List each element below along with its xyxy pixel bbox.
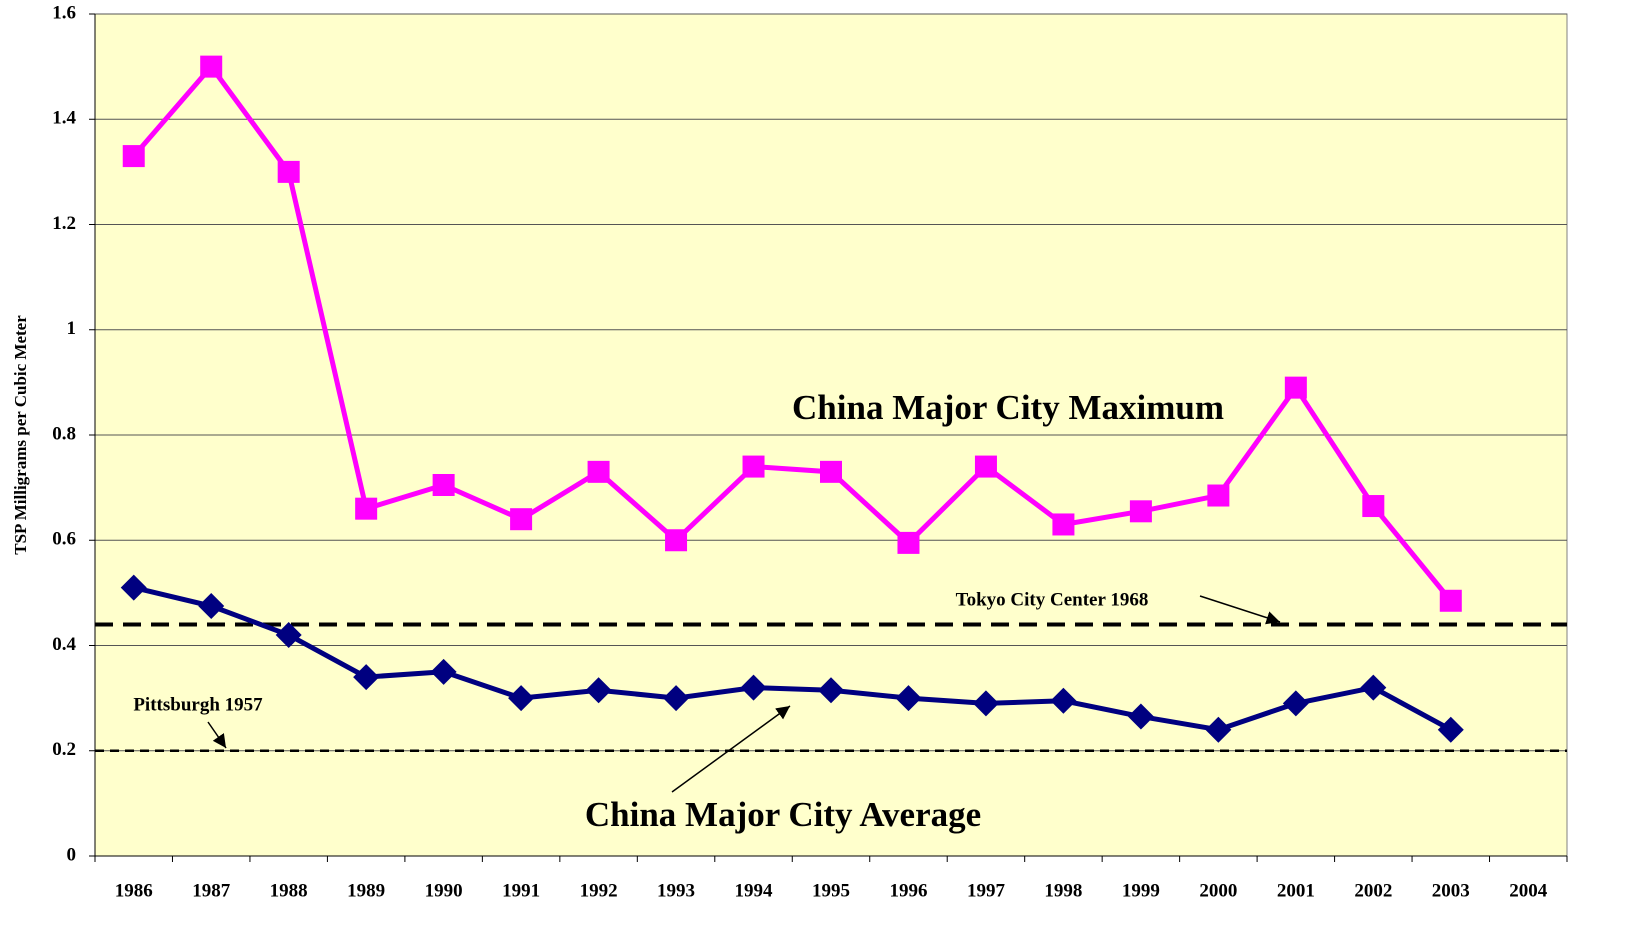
- x-tick-label: 1994: [735, 880, 774, 901]
- y-tick-label: 1.6: [52, 2, 76, 23]
- marker: [1284, 376, 1307, 399]
- series-line: [131, 62, 1453, 603]
- x-tick-label: 1989: [347, 880, 385, 901]
- reference-label: Pittsburgh 1957: [133, 694, 263, 715]
- marker: [1205, 716, 1232, 743]
- marker: [355, 497, 378, 520]
- marker: [275, 621, 302, 648]
- arrow: [1199, 595, 1281, 625]
- series-line: [133, 585, 1452, 733]
- marker: [510, 508, 533, 531]
- marker: [665, 529, 688, 552]
- marker: [277, 160, 300, 183]
- marker: [1052, 513, 1075, 536]
- x-tick-label: 1999: [1122, 880, 1160, 901]
- x-tick-label: 1988: [270, 880, 308, 901]
- marker: [820, 460, 842, 483]
- y-tick-label: 0: [67, 844, 77, 865]
- x-tick-label: 1992: [580, 880, 618, 901]
- marker: [585, 677, 612, 704]
- y-axis-label: TSP Milligrams per Cubic Meter: [11, 315, 30, 555]
- y-tick-label: 1.4: [52, 108, 76, 129]
- arrow: [671, 705, 791, 793]
- marker: [1439, 589, 1462, 612]
- marker: [120, 574, 147, 601]
- marker: [740, 674, 767, 701]
- marker: [353, 664, 380, 691]
- arrow: [207, 721, 227, 749]
- marker: [663, 685, 690, 712]
- marker: [897, 531, 920, 554]
- marker: [1050, 687, 1077, 714]
- x-tick-label: 1990: [425, 880, 463, 901]
- y-tick-label: 0.2: [52, 739, 76, 760]
- marker: [1129, 500, 1152, 523]
- series-label: China Major City Maximum: [792, 388, 1224, 427]
- y-tick-label: 1: [67, 318, 77, 339]
- x-tick-label: 1996: [889, 880, 927, 901]
- marker: [1362, 495, 1385, 518]
- marker: [1207, 484, 1230, 507]
- reference-label: Tokyo City Center 1968: [956, 589, 1149, 610]
- x-tick-label: 2002: [1354, 880, 1392, 901]
- marker: [122, 145, 145, 168]
- x-tick-label: 1987: [192, 880, 231, 901]
- marker: [972, 690, 999, 717]
- marker: [1437, 716, 1464, 743]
- x-tick-label: 1998: [1044, 880, 1082, 901]
- marker: [1127, 703, 1154, 730]
- x-tick-label: 1997: [967, 880, 1006, 901]
- marker: [742, 455, 765, 478]
- x-tick-label: 1991: [502, 880, 540, 901]
- y-tick-label: 1.2: [52, 213, 76, 234]
- marker: [200, 55, 223, 78]
- marker: [587, 460, 610, 483]
- marker: [432, 473, 455, 496]
- marker: [974, 455, 997, 478]
- x-tick-label: 2001: [1277, 880, 1315, 901]
- x-tick-label: 2004: [1509, 880, 1548, 901]
- marker: [508, 685, 535, 712]
- y-tick-label: 0.8: [52, 423, 76, 444]
- marker: [1360, 674, 1387, 701]
- marker: [818, 677, 844, 704]
- x-tick-label: 1993: [657, 880, 695, 901]
- y-tick-label: 0.6: [52, 529, 76, 550]
- marker: [430, 658, 457, 685]
- y-tick-label: 0.4: [52, 634, 76, 655]
- series-label: China Major City Average: [585, 795, 981, 834]
- marker: [1282, 690, 1309, 717]
- marker: [198, 593, 225, 620]
- marker: [895, 685, 922, 712]
- x-tick-label: 2003: [1432, 880, 1470, 901]
- x-tick-label: 1986: [115, 880, 153, 901]
- x-tick-label: 2000: [1199, 880, 1237, 901]
- x-tick-label: 1995: [812, 880, 850, 901]
